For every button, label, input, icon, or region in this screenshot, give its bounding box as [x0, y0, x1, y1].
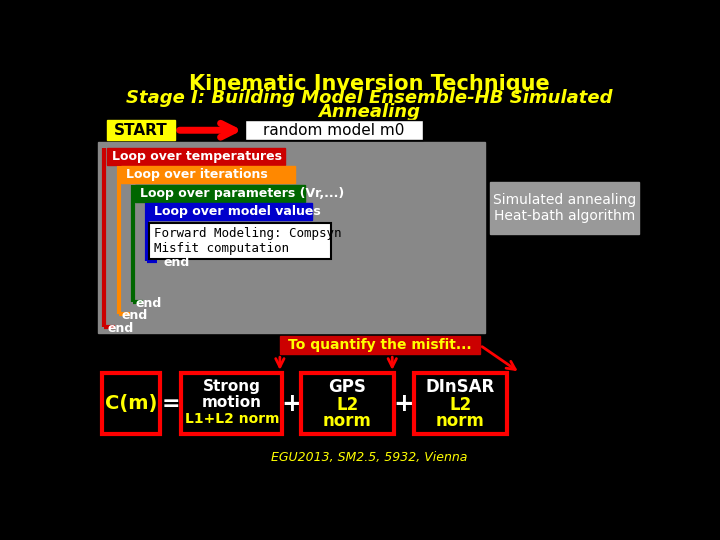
Text: norm: norm: [436, 411, 485, 429]
Text: Loop over model values: Loop over model values: [153, 205, 320, 218]
Text: L1+L2 norm: L1+L2 norm: [184, 412, 279, 426]
Text: Strong: Strong: [203, 379, 261, 394]
Text: Loop over temperatures: Loop over temperatures: [112, 150, 282, 163]
Text: =: =: [161, 394, 180, 414]
Text: C(m): C(m): [104, 394, 157, 413]
Text: end: end: [107, 322, 133, 335]
FancyBboxPatch shape: [280, 336, 480, 354]
Text: Loop over parameters (Vr,...): Loop over parameters (Vr,...): [140, 187, 344, 200]
Text: end: end: [122, 309, 148, 322]
Text: Loop over iterations: Loop over iterations: [126, 168, 267, 181]
Text: +: +: [281, 392, 302, 416]
Text: GPS: GPS: [328, 377, 366, 396]
Text: end: end: [163, 256, 190, 269]
Text: Simulated annealing
Heat-bath algorithm: Simulated annealing Heat-bath algorithm: [492, 193, 636, 223]
Text: To quantify the misfit...: To quantify the misfit...: [288, 338, 472, 352]
FancyBboxPatch shape: [121, 166, 295, 184]
FancyBboxPatch shape: [245, 120, 423, 140]
FancyBboxPatch shape: [135, 185, 305, 202]
Text: +: +: [393, 392, 414, 416]
Text: EGU2013, SM2.5, 5932, Vienna: EGU2013, SM2.5, 5932, Vienna: [271, 451, 467, 464]
Text: Stage I: Building Model Ensemble-HB Simulated: Stage I: Building Model Ensemble-HB Simu…: [126, 89, 612, 107]
Text: START: START: [114, 123, 168, 138]
FancyBboxPatch shape: [414, 373, 507, 434]
FancyBboxPatch shape: [98, 142, 485, 333]
Text: L2: L2: [449, 396, 472, 414]
FancyBboxPatch shape: [490, 182, 639, 234]
Text: random model m0: random model m0: [264, 123, 405, 138]
Text: Annealing: Annealing: [318, 103, 420, 120]
FancyBboxPatch shape: [301, 373, 394, 434]
FancyBboxPatch shape: [107, 120, 175, 140]
FancyBboxPatch shape: [107, 148, 285, 165]
Text: motion: motion: [202, 395, 262, 409]
Text: DInSAR: DInSAR: [426, 377, 495, 396]
FancyBboxPatch shape: [149, 224, 331, 259]
Text: norm: norm: [323, 411, 372, 429]
FancyBboxPatch shape: [149, 204, 312, 220]
Text: Kinematic Inversion Technique: Kinematic Inversion Technique: [189, 74, 549, 94]
Text: Forward Modeling: Compsyn
Misfit computation: Forward Modeling: Compsyn Misfit computa…: [153, 227, 341, 255]
Text: L2: L2: [336, 396, 359, 414]
FancyBboxPatch shape: [181, 373, 282, 434]
FancyBboxPatch shape: [102, 373, 160, 434]
Text: end: end: [136, 297, 162, 310]
